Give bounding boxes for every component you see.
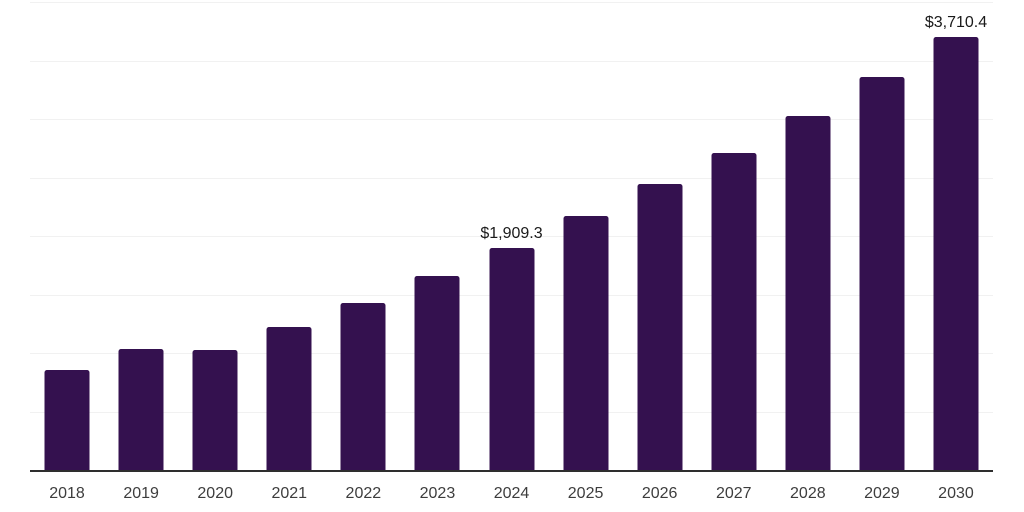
bars-group: $1,909.3 $3,710.4 [30,3,993,471]
x-tick-label-2028: 2028 [790,485,826,502]
bar-slot-2030: $3,710.4 [919,3,993,471]
gridline-4000 [30,2,993,3]
x-tick-label-2019: 2019 [123,485,159,502]
x-axis-tick-labels: 2018 2019 2020 2021 2022 2023 2024 2025 2026 2027… [30,484,993,504]
bar-slot-2018 [30,3,104,471]
bar-slot-2028 [771,3,845,471]
x-tick-label-2025: 2025 [567,485,604,502]
x-tick-label-2022: 2022 [345,485,382,502]
x-tick-label-2023: 2023 [419,485,456,502]
gridline-3000 [30,119,993,120]
bar-2020[interactable] [192,349,238,471]
bar-2029[interactable] [859,77,905,471]
bar-slot-2019 [104,3,178,471]
bar-2021[interactable] [266,327,312,471]
bar-2025[interactable] [563,216,609,471]
bar-slot-2024: $1,909.3 [474,3,548,471]
bar-slot-2022 [326,3,400,471]
bar-2030[interactable] [933,36,979,471]
bar-slot-2021 [252,3,326,471]
x-tick-label-2029: 2029 [864,485,900,502]
bar-2018[interactable] [44,369,90,471]
gridline-3500 [30,60,993,62]
x-axis-line [30,470,993,472]
x-tick-label-2024: 2024 [493,485,530,502]
bar-2024[interactable] [489,247,534,471]
x-tick-label-2018: 2018 [49,485,85,502]
bar-slot-2020 [178,3,252,471]
bar-2027[interactable] [711,152,757,471]
bar-slot-2029 [845,3,919,471]
bar-2019[interactable] [118,348,164,471]
bar-slot-2025 [549,3,623,471]
x-tick-label-2030: 2030 [938,485,974,502]
x-tick-label-2021: 2021 [271,485,308,502]
bar-slot-2023 [400,3,474,471]
x-tick-label-2020: 2020 [197,485,233,502]
gridline-2500 [30,177,993,179]
bar-value-label-2030: $3,710.4 [924,13,988,31]
x-tick-label-2027: 2027 [715,485,752,502]
bar-slot-2027 [697,3,771,471]
plot-area: $1,909.3 $3,710.4 [30,2,993,472]
x-tick-label-2026: 2026 [641,485,678,502]
gridline-2000 [30,236,993,237]
bar-2026[interactable] [637,184,683,471]
bar-2023[interactable] [414,275,460,471]
bar-slot-2026 [623,3,697,471]
bar-2022[interactable] [340,302,386,471]
bar-value-label-2024: $1,909.3 [480,224,543,242]
bar-2028[interactable] [785,116,831,471]
